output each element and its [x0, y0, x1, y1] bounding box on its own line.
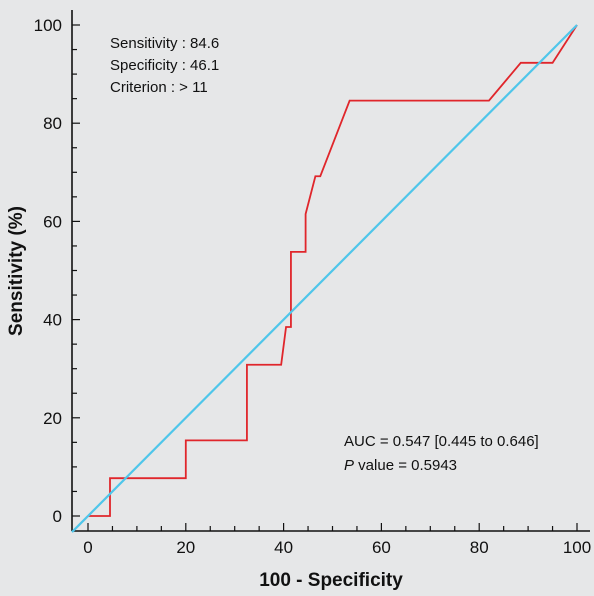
x-tick-label: 100 — [563, 538, 591, 557]
y-tick-label: 40 — [43, 311, 62, 330]
x-tick-label: 20 — [176, 538, 195, 557]
y-tick-label: 80 — [43, 114, 62, 133]
y-tick-label: 0 — [53, 507, 62, 526]
criterion-text: Criterion : > 11 — [110, 79, 208, 96]
x-tick-label: 60 — [372, 538, 391, 557]
roc-curve-line — [88, 24, 578, 517]
axes: 0 20 40 60 80 100 0 20 40 60 80 100 — [34, 10, 591, 557]
auc-annotation: AUC = 0.547 [0.445 to 0.646] P value = 0… — [344, 433, 539, 474]
y-tick-label: 20 — [43, 409, 62, 428]
specificity-text: Specificity : 46.1 — [110, 57, 219, 74]
x-tick-label: 80 — [470, 538, 489, 557]
x-tick-label: 0 — [83, 538, 92, 557]
plot-lines — [71, 24, 578, 533]
p-value-text: P value = 0.5943 — [344, 457, 457, 474]
stats-annotation: Sensitivity : 84.6 Specificity : 46.1 Cr… — [110, 35, 219, 96]
sensitivity-text: Sensitivity : 84.6 — [110, 35, 219, 52]
y-axis-title: Sensitivity (%) — [6, 206, 27, 336]
x-axis-title: 100 - Specificity — [259, 570, 403, 591]
p-value-rest: value = 0.5943 — [354, 457, 457, 474]
reference-diagonal-line — [71, 24, 578, 533]
y-tick-label: 100 — [34, 16, 62, 35]
x-tick-label: 40 — [274, 538, 293, 557]
auc-text: AUC = 0.547 [0.445 to 0.646] — [344, 433, 539, 450]
p-symbol: P — [344, 457, 354, 474]
y-tick-label: 60 — [43, 212, 62, 231]
